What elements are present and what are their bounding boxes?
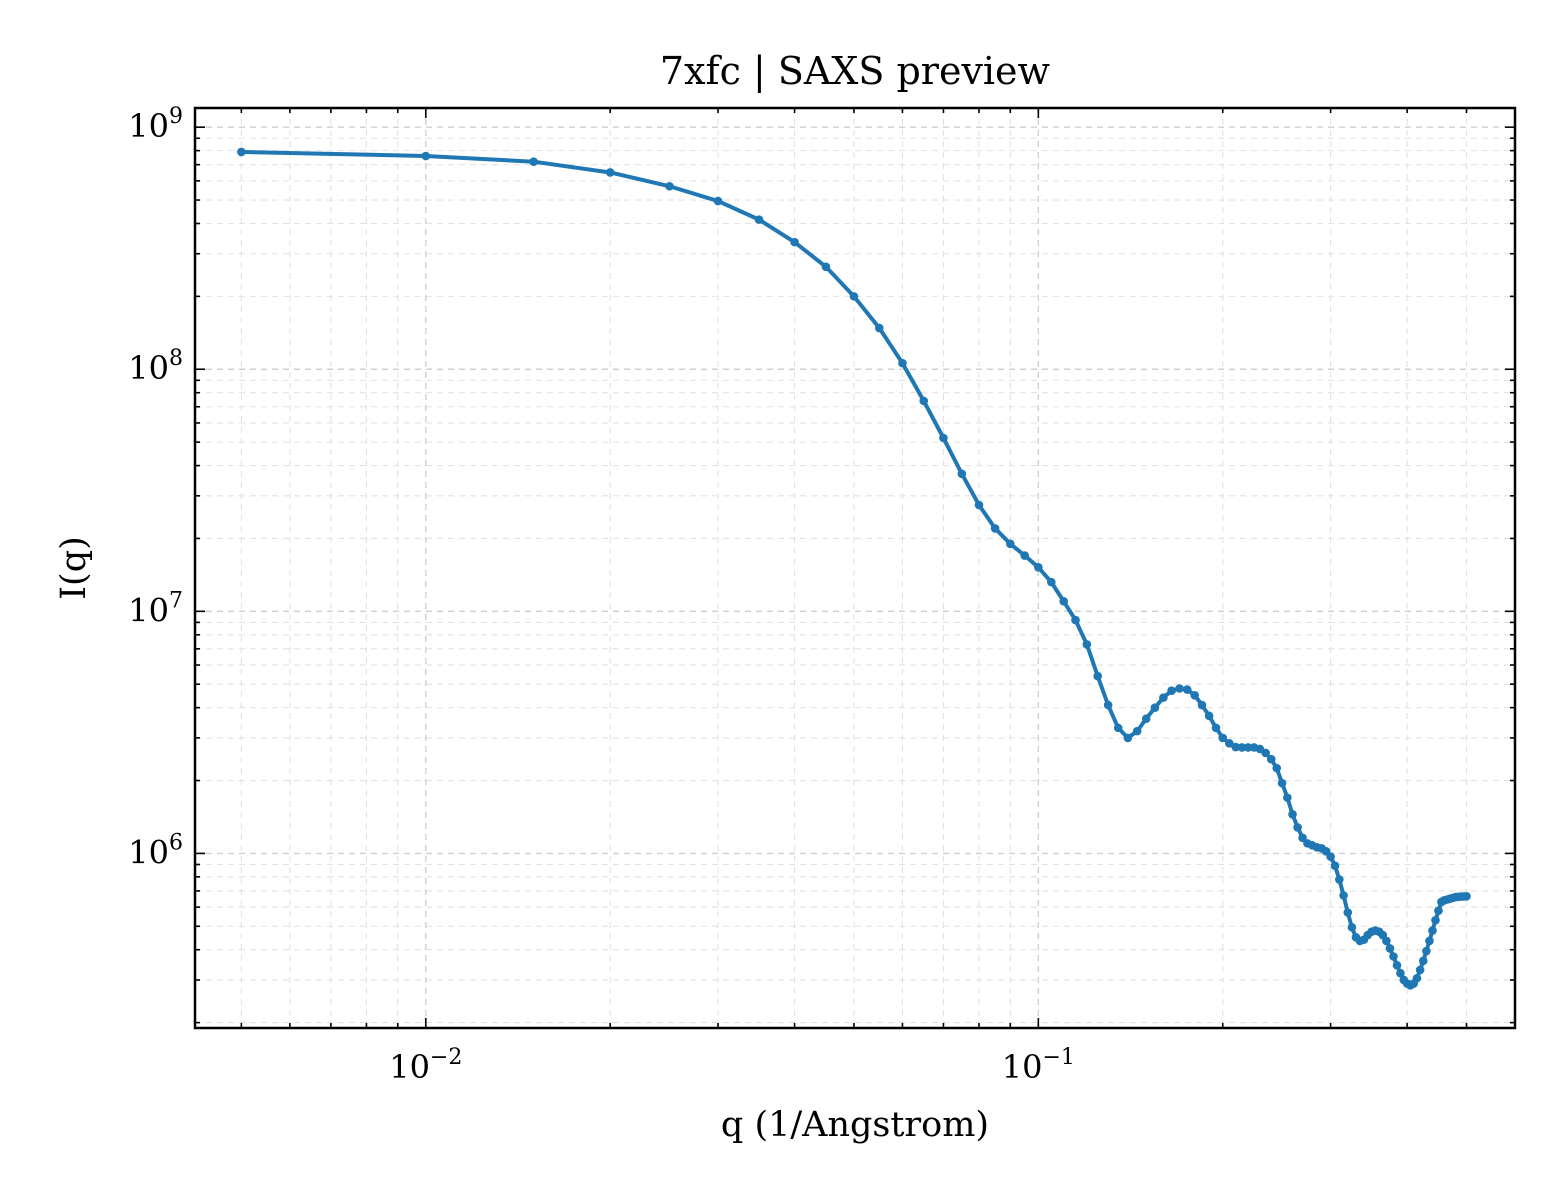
data-point — [1082, 640, 1092, 649]
y-tick-label: 106 — [128, 830, 183, 871]
data-point — [1047, 577, 1056, 587]
data-point — [821, 262, 831, 272]
data-point — [1020, 551, 1029, 560]
data-point — [605, 168, 615, 177]
data-point — [1243, 743, 1253, 752]
tick-labels: 10−2 10−1 106 107 108 109 — [128, 104, 1075, 1086]
data-point — [1277, 778, 1287, 788]
series-layer — [237, 147, 1471, 990]
data-point — [1339, 891, 1348, 900]
data-point — [1298, 833, 1307, 843]
data-point — [1190, 690, 1200, 700]
data-point — [1175, 684, 1184, 693]
data-point — [1150, 703, 1160, 712]
data-point — [1132, 726, 1142, 736]
data-point — [1266, 754, 1276, 764]
data-point — [1141, 714, 1151, 724]
data-point — [1103, 700, 1113, 710]
data-point — [1293, 823, 1302, 832]
data-point — [1425, 936, 1434, 946]
data-point — [1204, 711, 1214, 721]
data-point — [713, 196, 723, 206]
data-point — [1326, 852, 1335, 861]
data-point — [1272, 763, 1282, 773]
data-point — [421, 151, 431, 161]
data-point — [898, 358, 907, 368]
data-point — [1396, 968, 1405, 978]
data-point — [1182, 685, 1192, 694]
data-point — [849, 292, 859, 301]
data-point — [1231, 742, 1241, 752]
data-point — [1093, 671, 1103, 681]
data-point — [1167, 686, 1176, 696]
data-point — [1006, 539, 1015, 549]
major-grid — [195, 108, 1515, 1028]
data-point — [1218, 733, 1228, 743]
data-point — [1335, 875, 1344, 884]
data-point — [1261, 748, 1270, 758]
x-tick-label: 10−2 — [389, 1045, 462, 1086]
axes-frame — [193, 106, 1517, 1030]
y-axis-label: I(q) — [54, 536, 94, 600]
series-line — [239, 149, 1469, 988]
data-point — [1418, 956, 1428, 966]
data-point — [1428, 926, 1437, 935]
data-point — [1415, 965, 1425, 975]
data-point — [1123, 733, 1133, 743]
data-point — [1113, 723, 1123, 733]
data-point — [1211, 723, 1221, 733]
data-point — [1422, 946, 1431, 956]
y-tick-label: 109 — [128, 104, 183, 145]
data-point — [919, 396, 929, 406]
data-point — [1225, 738, 1234, 748]
data-point — [1431, 915, 1440, 925]
chart-title: 7xfc | SAXS preview — [660, 49, 1051, 93]
data-point — [1392, 960, 1402, 970]
y-tick-label: 107 — [128, 588, 183, 629]
data-point — [1412, 973, 1422, 983]
data-point — [874, 323, 884, 333]
data-point — [1237, 743, 1247, 752]
data-point — [1343, 908, 1353, 917]
data-point — [1288, 810, 1297, 819]
data-point — [1434, 906, 1443, 915]
data-point — [957, 469, 967, 479]
data-point — [790, 237, 799, 247]
data-point — [1330, 861, 1340, 870]
data-point — [237, 147, 246, 157]
data-point — [939, 433, 948, 443]
data-point — [1034, 563, 1043, 572]
data-point — [990, 524, 1000, 533]
data-point — [1197, 700, 1207, 710]
data-point — [754, 215, 764, 224]
data-point — [1159, 693, 1168, 702]
data-point — [1385, 944, 1395, 953]
data-point — [974, 500, 984, 510]
data-point — [1389, 952, 1398, 961]
x-tick-label: 10−1 — [1002, 1045, 1075, 1086]
data-point — [1059, 597, 1068, 606]
tick-marks — [195, 108, 1515, 1028]
data-point — [1283, 793, 1292, 802]
x-axis-label: q (1/Angstrom) — [721, 1105, 989, 1145]
data-point — [529, 157, 538, 167]
data-point — [1347, 923, 1357, 932]
y-tick-label: 108 — [128, 346, 183, 387]
data-point — [1071, 615, 1080, 625]
data-point — [1382, 936, 1391, 946]
data-point — [1462, 891, 1471, 901]
data-point — [665, 181, 674, 191]
